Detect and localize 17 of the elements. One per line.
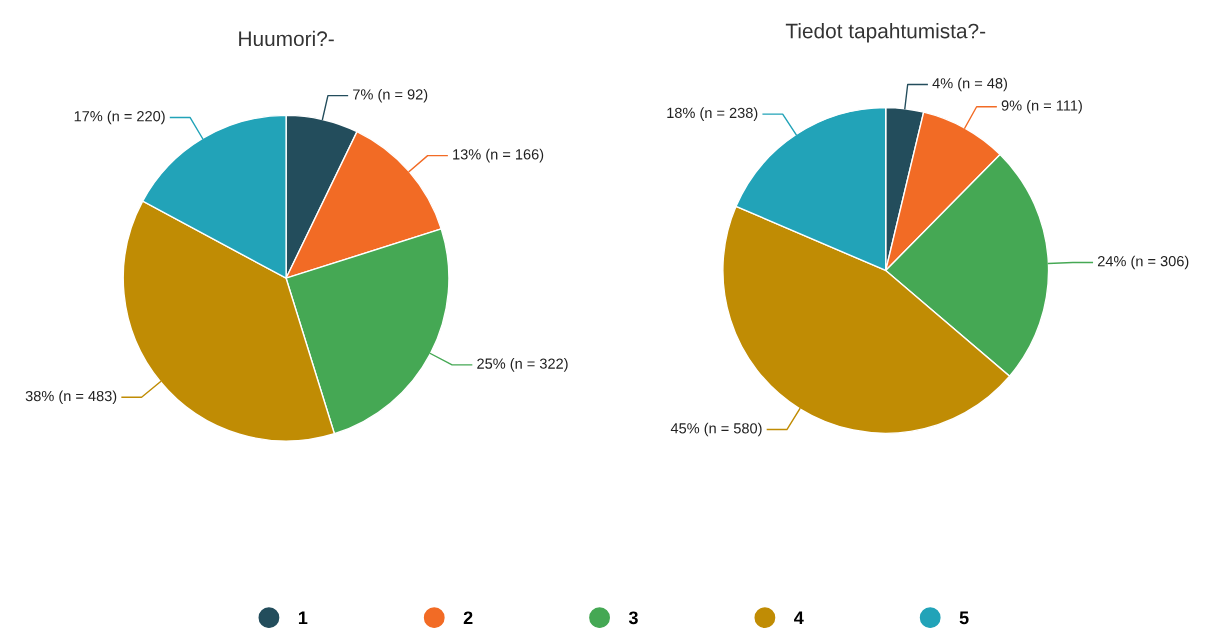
data-label: 25% (n = 322) bbox=[477, 358, 568, 372]
chart-title: Tiedot tapahtumista?- bbox=[785, 23, 986, 43]
legend-label: 5 bbox=[959, 611, 969, 625]
data-label: 24% (n = 306) bbox=[1097, 255, 1189, 270]
legend-label: 3 bbox=[628, 611, 638, 625]
legend-label: 4 bbox=[794, 611, 804, 624]
chart-title: Huumori?- bbox=[239, 30, 334, 47]
legend-label: 2 bbox=[463, 611, 473, 624]
data-label: 9% (n = 111) bbox=[1001, 99, 1082, 114]
data-label: 45% (n = 580) bbox=[670, 422, 762, 437]
data-label: 4% (n = 48) bbox=[932, 77, 1007, 92]
data-label: 17% (n = 220) bbox=[74, 110, 165, 125]
data-label: 7% (n = 92) bbox=[353, 88, 428, 103]
data-label: 38% (n = 483) bbox=[25, 390, 117, 405]
data-label: 18% (n = 238) bbox=[667, 107, 758, 121]
legend-label: 1 bbox=[298, 611, 308, 624]
data-label: 13% (n = 166) bbox=[453, 148, 544, 163]
